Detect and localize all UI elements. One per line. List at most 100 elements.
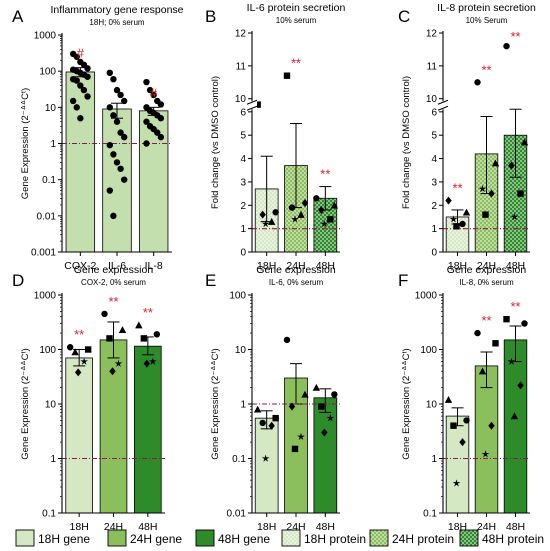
y-tick-label: 1 [240, 224, 246, 235]
data-point [146, 86, 154, 94]
y-tick-label: 1 [240, 400, 246, 411]
data-point [301, 390, 309, 398]
significance-marker: ** [510, 29, 520, 44]
y-tick-label: 5 [240, 131, 246, 142]
x-tick-label: 18H [70, 521, 89, 533]
data-point [474, 329, 481, 337]
y-tick-label: 1 [431, 454, 437, 465]
y-tick-label: 4 [431, 154, 437, 165]
legend-label: 18H protein [304, 532, 366, 546]
data-point [478, 367, 487, 375]
x-tick-label: IL-6 [108, 260, 126, 272]
y-tick-label: 1000 [34, 31, 57, 42]
panel-letter: C [398, 7, 410, 26]
y-tick-label: 6 [240, 107, 246, 118]
data-point [117, 129, 124, 136]
data-point [330, 201, 339, 209]
legend-swatch [15, 529, 35, 547]
y-tick-label: 10 [45, 400, 57, 411]
data-point [259, 210, 266, 219]
data-point [117, 91, 124, 99]
y-tick-label: 1 [431, 224, 437, 235]
data-point [77, 115, 84, 122]
bar [134, 345, 162, 514]
y-tick-label: 100 [229, 291, 246, 302]
legend: 18H gene 24H gene 48H gene 18H protein 24H p… [15, 529, 544, 547]
y-tick-label: 1000 [415, 291, 438, 302]
bar [65, 71, 96, 253]
panel-subtitle: IL-8, 0% serum [459, 278, 514, 287]
data-point [313, 195, 320, 202]
x-tick-label: COX-2 [64, 260, 96, 272]
y-tick-label: 6 [431, 107, 437, 118]
x-tick-label: 48H [506, 260, 525, 272]
y-tick-label: 1 [50, 139, 56, 150]
data-point [71, 348, 79, 356]
data-point [301, 198, 309, 207]
panel-f: F Gene expression IL-8, 0% serum Gene Expre… [398, 264, 530, 533]
panel-letter: B [205, 7, 216, 26]
data-point [331, 391, 338, 398]
y-tick-label: 0.1 [232, 454, 246, 465]
data-point [445, 196, 452, 205]
significance-marker: ** [74, 327, 84, 342]
axis-break-mark [437, 99, 449, 105]
panel-a: A Inflammatory gene response 18H; 0% serum… [12, 4, 184, 272]
data-point [326, 414, 335, 422]
significance-marker: ** [143, 305, 153, 320]
data-point [106, 104, 114, 111]
y-tick-label: 2 [240, 201, 246, 212]
panel-letter: E [205, 271, 216, 290]
significance-marker: ** [481, 313, 491, 328]
panel-title: Gene expression [447, 264, 527, 276]
bar [65, 357, 93, 514]
data-point [462, 208, 471, 216]
x-tick-label: 48H [138, 521, 157, 533]
x-tick-label: 48H [316, 260, 335, 272]
data-point [488, 421, 495, 430]
significance-marker: # [150, 85, 158, 100]
data-point [74, 368, 82, 377]
y-axis-label: Fold change (vs DMSO control) [401, 76, 412, 209]
y-tick-label: 100 [39, 67, 56, 78]
y-tick-label: 10 [235, 94, 247, 105]
significance-marker: ** [108, 294, 118, 309]
data-point [110, 151, 117, 158]
data-point [297, 210, 305, 218]
data-point [84, 93, 91, 100]
data-point [520, 138, 529, 146]
data-point [157, 115, 165, 122]
data-point [297, 432, 305, 441]
data-point [110, 75, 117, 83]
y-tick-label: 11 [236, 61, 247, 72]
y-tick-label: 0.001 [31, 248, 56, 259]
data-point [283, 336, 291, 344]
bar [138, 110, 169, 253]
y-tick-label: 0.1 [42, 509, 56, 520]
data-point [66, 344, 74, 351]
bar [313, 397, 338, 514]
legend-label: 48H protein [482, 532, 544, 546]
bar [254, 417, 279, 514]
data-point [80, 86, 88, 94]
data-point [121, 176, 128, 183]
data-point [253, 405, 262, 413]
data-point [157, 133, 165, 141]
y-tick-label: 100 [420, 345, 437, 356]
panel-e: E Gene expression IL-6, 0% serum Gene Expre… [205, 264, 340, 533]
data-point [320, 219, 329, 228]
y-tick-label: 10 [235, 345, 247, 356]
y-tick-label: 3 [431, 177, 437, 188]
data-point [157, 101, 165, 108]
data-point [69, 97, 77, 105]
data-point [143, 118, 150, 125]
data-point [114, 359, 123, 367]
data-point [459, 220, 466, 228]
data-point [149, 357, 157, 365]
data-point [84, 73, 91, 80]
data-point [517, 381, 524, 390]
y-tick-label: 3 [240, 177, 246, 188]
bar [503, 339, 528, 514]
legend-label: 24H protein [392, 532, 454, 546]
y-tick-label: 0 [431, 248, 437, 259]
